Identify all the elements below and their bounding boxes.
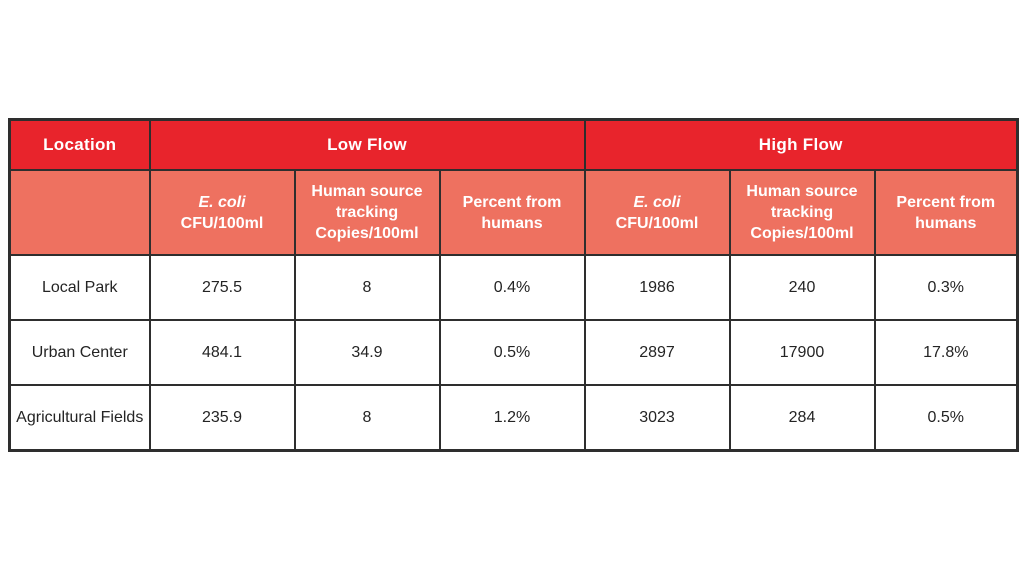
percent-label-line2: humans — [481, 214, 543, 232]
cell-location: Urban Center — [8, 319, 151, 386]
table-row-local-park: Local Park 275.5 8 0.4% 1986 240 0.3% — [8, 254, 1019, 321]
cell-high-hst: 284 — [728, 384, 876, 452]
hst-label-line2: tracking — [770, 204, 834, 221]
ecoli-units: CFU/100ml — [615, 214, 699, 232]
header-low-percent: Percent from humans — [438, 169, 586, 256]
group-header-row: Location Low Flow High Flow — [8, 118, 1019, 171]
header-high-hst: Human source tracking Copies/100ml — [728, 169, 876, 256]
cell-low-ecoli: 275.5 — [148, 254, 296, 321]
cell-high-percent: 0.5% — [873, 384, 1019, 452]
percent-label-line1: Percent from — [896, 193, 996, 211]
sub-header-row: E. coli CFU/100ml Human source tracking … — [8, 169, 1019, 256]
hst-label-line1: Human source — [746, 183, 858, 200]
cell-location: Local Park — [8, 254, 151, 321]
cell-low-percent: 0.5% — [438, 319, 586, 386]
cell-low-hst: 8 — [293, 254, 441, 321]
cell-location: Agricultural Fields — [8, 384, 151, 452]
ecoli-label: E. coli — [198, 193, 246, 211]
cell-high-hst: 17900 — [728, 319, 876, 386]
ecoli-label: E. coli — [633, 193, 681, 211]
cell-low-percent: 0.4% — [438, 254, 586, 321]
header-location-spacer — [8, 169, 151, 256]
cell-high-ecoli: 3023 — [583, 384, 731, 452]
cell-high-hst: 240 — [728, 254, 876, 321]
cell-low-hst: 8 — [293, 384, 441, 452]
hst-label-line2: tracking — [335, 204, 399, 221]
header-low-hst: Human source tracking Copies/100ml — [293, 169, 441, 256]
cell-low-hst: 34.9 — [293, 319, 441, 386]
percent-label-line2: humans — [915, 214, 977, 232]
hst-label-line1: Human source — [311, 183, 423, 200]
header-low-flow: Low Flow — [148, 118, 586, 171]
cell-high-ecoli: 1986 — [583, 254, 731, 321]
hst-units: Copies/100ml — [750, 225, 854, 242]
header-location: Location — [8, 118, 151, 171]
cell-low-ecoli: 235.9 — [148, 384, 296, 452]
water-quality-table: Location Low Flow High Flow E. coli CFU/… — [8, 118, 1020, 452]
hst-units: Copies/100ml — [315, 225, 419, 242]
header-high-ecoli: E. coli CFU/100ml — [583, 169, 731, 256]
cell-high-ecoli: 2897 — [583, 319, 731, 386]
header-high-flow: High Flow — [583, 118, 1019, 171]
table-row-urban-center: Urban Center 484.1 34.9 0.5% 2897 17900 … — [8, 319, 1019, 386]
cell-high-percent: 0.3% — [873, 254, 1019, 321]
ecoli-units: CFU/100ml — [180, 214, 264, 232]
cell-low-percent: 1.2% — [438, 384, 586, 452]
cell-low-ecoli: 484.1 — [148, 319, 296, 386]
table-row-agricultural-fields: Agricultural Fields 235.9 8 1.2% 3023 28… — [8, 384, 1019, 452]
percent-label-line1: Percent from — [462, 193, 562, 211]
header-low-ecoli: E. coli CFU/100ml — [148, 169, 296, 256]
cell-high-percent: 17.8% — [873, 319, 1019, 386]
header-high-percent: Percent from humans — [873, 169, 1019, 256]
